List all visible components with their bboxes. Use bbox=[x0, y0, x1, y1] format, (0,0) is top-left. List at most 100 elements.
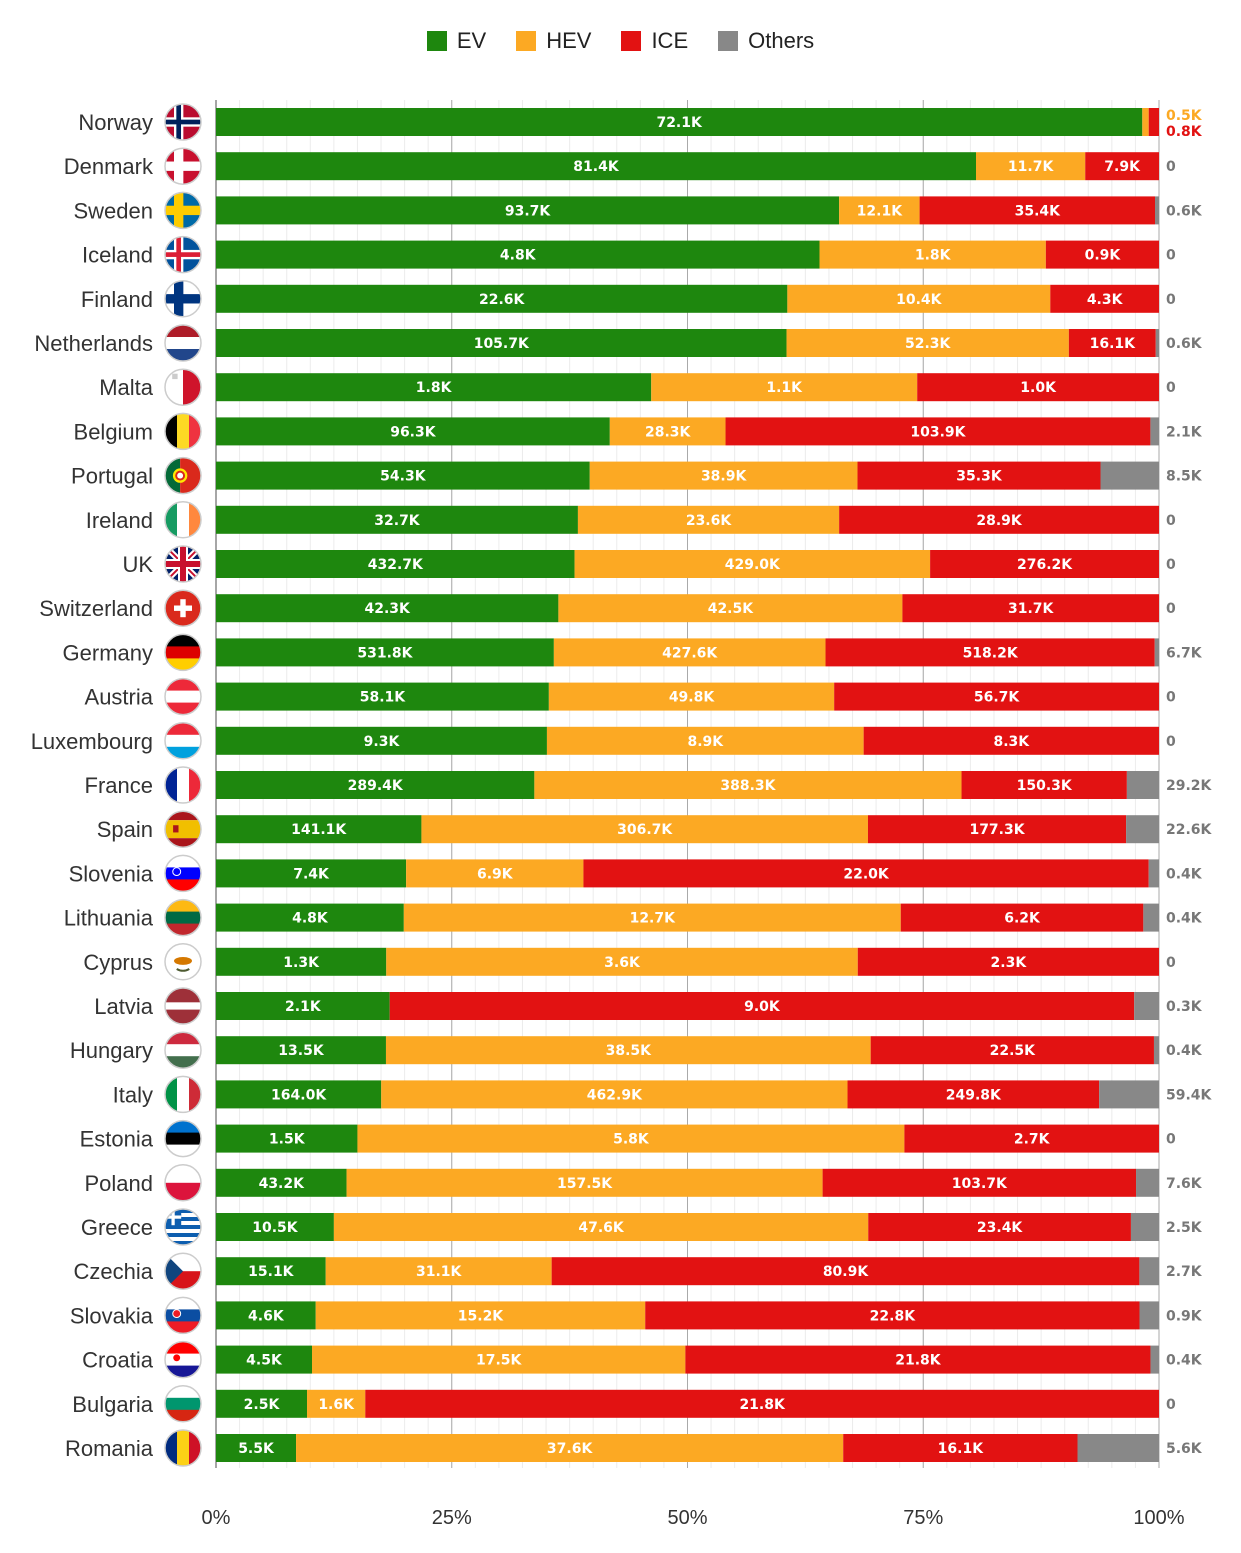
bar-segment-others[interactable] bbox=[1126, 815, 1159, 844]
bar-segment-hev[interactable] bbox=[1142, 108, 1149, 136]
bar-segment-ice[interactable] bbox=[900, 903, 1144, 932]
bar-segment-hev[interactable] bbox=[381, 1080, 848, 1109]
bar-segment-ev[interactable] bbox=[216, 240, 820, 269]
bar-segment-hev[interactable] bbox=[839, 196, 920, 225]
bar-segment-ice[interactable] bbox=[857, 947, 1159, 976]
bar-segment-others[interactable] bbox=[1155, 329, 1159, 357]
bar-segment-ev[interactable] bbox=[216, 638, 554, 667]
bar-segment-ice[interactable] bbox=[961, 771, 1127, 799]
bar-segment-ev[interactable] bbox=[216, 1257, 326, 1286]
bar-segment-others[interactable] bbox=[1150, 417, 1159, 446]
bar-segment-ice[interactable] bbox=[365, 1389, 1160, 1418]
bar-segment-hev[interactable] bbox=[976, 152, 1086, 181]
bar-segment-ice[interactable] bbox=[1050, 284, 1159, 313]
bar-segment-ice[interactable] bbox=[868, 1213, 1131, 1241]
bar-segment-hev[interactable] bbox=[546, 726, 864, 755]
bar-segment-ev[interactable] bbox=[216, 682, 549, 711]
bar-segment-ev[interactable] bbox=[216, 505, 578, 534]
bar-segment-hev[interactable] bbox=[403, 903, 901, 932]
bar-segment-others[interactable] bbox=[1148, 859, 1159, 888]
bar-segment-others[interactable] bbox=[1100, 461, 1159, 490]
bar-segment-ev[interactable] bbox=[216, 284, 788, 313]
bar-segment-ice[interactable] bbox=[919, 196, 1156, 225]
bar-segment-ev[interactable] bbox=[216, 1168, 347, 1197]
bar-segment-others[interactable] bbox=[1099, 1080, 1159, 1109]
bar-segment-ice[interactable] bbox=[839, 505, 1159, 534]
bar-segment-ev[interactable] bbox=[216, 417, 610, 446]
bar-segment-ice[interactable] bbox=[834, 682, 1159, 711]
legend-item-ice[interactable]: ICE bbox=[621, 28, 688, 54]
bar-segment-ev[interactable] bbox=[216, 373, 652, 402]
bar-segment-hev[interactable] bbox=[589, 461, 858, 490]
bar-segment-hev[interactable] bbox=[346, 1168, 823, 1197]
bar-segment-ice[interactable] bbox=[930, 550, 1159, 578]
bar-segment-others[interactable] bbox=[1136, 1168, 1159, 1197]
bar-segment-ice[interactable] bbox=[1045, 240, 1159, 269]
legend-item-hev[interactable]: HEV bbox=[516, 28, 591, 54]
bar-segment-hev[interactable] bbox=[574, 550, 931, 578]
bar-segment-ev[interactable] bbox=[216, 726, 547, 755]
bar-segment-hev[interactable] bbox=[315, 1301, 646, 1330]
bar-segment-hev[interactable] bbox=[307, 1389, 366, 1418]
bar-segment-ice[interactable] bbox=[870, 1036, 1154, 1065]
bar-segment-ev[interactable] bbox=[216, 859, 407, 888]
bar-segment-hev[interactable] bbox=[553, 638, 826, 667]
bar-segment-others[interactable] bbox=[1154, 638, 1159, 667]
bar-segment-others[interactable] bbox=[1130, 1213, 1159, 1241]
bar-segment-others[interactable] bbox=[1150, 1345, 1159, 1374]
bar-segment-hev[interactable] bbox=[609, 417, 726, 446]
bar-segment-hev[interactable] bbox=[325, 1257, 552, 1286]
bar-segment-ev[interactable] bbox=[216, 329, 787, 357]
bar-segment-ice[interactable] bbox=[863, 726, 1159, 755]
bar-segment-ev[interactable] bbox=[216, 1036, 386, 1065]
bar-segment-hev[interactable] bbox=[651, 373, 918, 402]
bar-segment-hev[interactable] bbox=[548, 682, 835, 711]
bar-segment-hev[interactable] bbox=[333, 1213, 869, 1241]
bar-segment-hev[interactable] bbox=[357, 1124, 905, 1153]
bar-segment-ice[interactable] bbox=[867, 815, 1127, 844]
bar-segment-ev[interactable] bbox=[216, 947, 387, 976]
bar-segment-ev[interactable] bbox=[216, 152, 977, 181]
bar-segment-hev[interactable] bbox=[296, 1434, 844, 1462]
bar-segment-ev[interactable] bbox=[216, 815, 422, 844]
bar-segment-others[interactable] bbox=[1153, 1036, 1159, 1065]
bar-segment-ice[interactable] bbox=[917, 373, 1159, 402]
legend-item-others[interactable]: Others bbox=[718, 28, 814, 54]
bar-segment-ev[interactable] bbox=[216, 196, 840, 225]
bar-segment-ice[interactable] bbox=[645, 1301, 1140, 1330]
bar-segment-ice[interactable] bbox=[857, 461, 1101, 490]
bar-segment-others[interactable] bbox=[1126, 771, 1159, 799]
bar-segment-ev[interactable] bbox=[216, 1124, 358, 1153]
legend-item-ev[interactable]: EV bbox=[426, 28, 486, 54]
bar-segment-others[interactable] bbox=[1139, 1301, 1159, 1330]
bar-segment-others[interactable] bbox=[1139, 1257, 1159, 1286]
bar-segment-ice[interactable] bbox=[725, 417, 1151, 446]
bar-segment-ice[interactable] bbox=[551, 1257, 1140, 1286]
bar-segment-hev[interactable] bbox=[534, 771, 962, 799]
bar-segment-ice[interactable] bbox=[843, 1434, 1078, 1462]
bar-segment-ev[interactable] bbox=[216, 550, 575, 578]
bar-segment-others[interactable] bbox=[1155, 196, 1159, 225]
bar-segment-ice[interactable] bbox=[1085, 152, 1159, 181]
bar-segment-ice[interactable] bbox=[1148, 108, 1159, 136]
bar-segment-hev[interactable] bbox=[787, 284, 1051, 313]
bar-segment-others[interactable] bbox=[1077, 1434, 1159, 1462]
bar-segment-ev[interactable] bbox=[216, 1434, 297, 1462]
bar-segment-ev[interactable] bbox=[216, 903, 404, 932]
bar-segment-hev[interactable] bbox=[819, 240, 1046, 269]
bar-segment-hev[interactable] bbox=[385, 1036, 871, 1065]
bar-segment-ev[interactable] bbox=[216, 1213, 334, 1241]
bar-segment-hev[interactable] bbox=[558, 594, 903, 623]
bar-segment-ev[interactable] bbox=[216, 1080, 382, 1109]
bar-segment-others[interactable] bbox=[1143, 903, 1159, 932]
bar-segment-hev[interactable] bbox=[577, 505, 840, 534]
bar-segment-ice[interactable] bbox=[904, 1124, 1159, 1153]
bar-segment-ice[interactable] bbox=[389, 992, 1135, 1020]
bar-segment-ev[interactable] bbox=[216, 771, 535, 799]
bar-segment-hev[interactable] bbox=[386, 947, 858, 976]
bar-segment-hev[interactable] bbox=[421, 815, 868, 844]
bar-segment-ice[interactable] bbox=[583, 859, 1149, 888]
bar-segment-hev[interactable] bbox=[786, 329, 1069, 357]
bar-segment-ev[interactable] bbox=[216, 1301, 316, 1330]
bar-segment-ev[interactable] bbox=[216, 594, 559, 623]
